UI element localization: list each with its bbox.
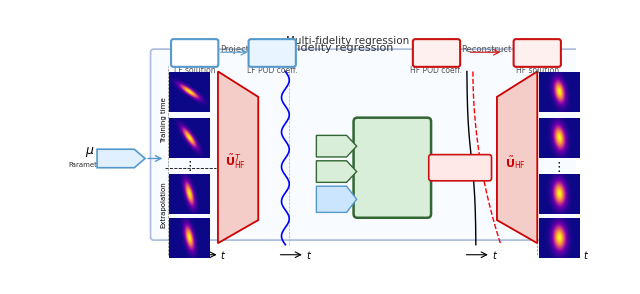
Text: Extrapolation: Extrapolation [161,181,166,228]
Polygon shape [316,135,356,157]
Text: LF solver: LF solver [102,154,136,163]
Text: HF solution: HF solution [516,66,559,75]
Text: $\tilde{\mathbf{U}}_{\mathrm{HF}}^T$: $\tilde{\mathbf{U}}_{\mathrm{HF}}^T$ [225,153,246,171]
Text: $\mathbf{X}_{\mathrm{LF}}$: $\mathbf{X}_{\mathrm{LF}}$ [184,46,205,61]
Text: Parameters: Parameters [68,162,108,168]
Text: $t$: $t$ [583,249,589,261]
Text: $t$: $t$ [492,249,498,261]
Text: Multi-fidelity regression: Multi-fidelity regression [285,36,409,46]
Text: Multi-fidelity regression: Multi-fidelity regression [262,43,394,53]
Text: $\hat{\mathbf{X}}_{\mathrm{HF}}$: $\hat{\mathbf{X}}_{\mathrm{HF}}$ [526,43,548,63]
Text: $\hat{\mathbf{X}}_{\mathrm{HF}}^{\mathrm{coef}}$: $\hat{\mathbf{X}}_{\mathrm{HF}}^{\mathrm… [422,42,451,64]
Text: $\mu$: $\mu$ [327,166,335,178]
FancyBboxPatch shape [353,118,431,218]
Text: Training time: Training time [161,97,166,143]
Text: $\hat{\mathbf{x}}_{\mathrm{HF}}^{\mathrm{coef}}$: $\hat{\mathbf{x}}_{\mathrm{HF}}^{\mathrm… [447,159,472,176]
Text: $t$: $t$ [220,249,227,261]
Text: $t$: $t$ [328,140,334,152]
Text: $\mathbf{x}_{\mathrm{LF}}^{\mathrm{coef}}$: $\mathbf{x}_{\mathrm{LF}}^{\mathrm{coef}… [321,192,342,207]
FancyBboxPatch shape [150,49,579,240]
FancyBboxPatch shape [413,39,460,67]
Polygon shape [497,71,537,243]
FancyBboxPatch shape [429,155,492,181]
FancyBboxPatch shape [171,39,218,67]
Polygon shape [218,71,259,243]
Text: $\mathbf{X}_{\mathrm{LF}}^{\mathrm{coef}}$: $\mathbf{X}_{\mathrm{LF}}^{\mathrm{coef}… [258,43,287,63]
Polygon shape [97,149,145,168]
Text: $t$: $t$ [305,249,312,261]
Polygon shape [316,186,356,212]
Text: LSTM: LSTM [369,160,415,175]
Polygon shape [316,161,356,182]
Text: Project: Project [221,45,250,54]
Text: ⋮: ⋮ [553,161,565,174]
Text: Reconstruct: Reconstruct [461,45,511,54]
Text: $\tilde{\mathbf{U}}_{\mathrm{HF}}$: $\tilde{\mathbf{U}}_{\mathrm{HF}}$ [505,154,526,171]
Text: ⋮: ⋮ [183,160,196,173]
Text: $\mu$: $\mu$ [84,145,94,159]
Text: HF POD coeff.: HF POD coeff. [410,66,463,75]
FancyBboxPatch shape [514,39,561,67]
Text: LF solution: LF solution [174,66,216,75]
FancyBboxPatch shape [248,39,296,67]
Text: LF POD coeff.: LF POD coeff. [247,66,298,75]
